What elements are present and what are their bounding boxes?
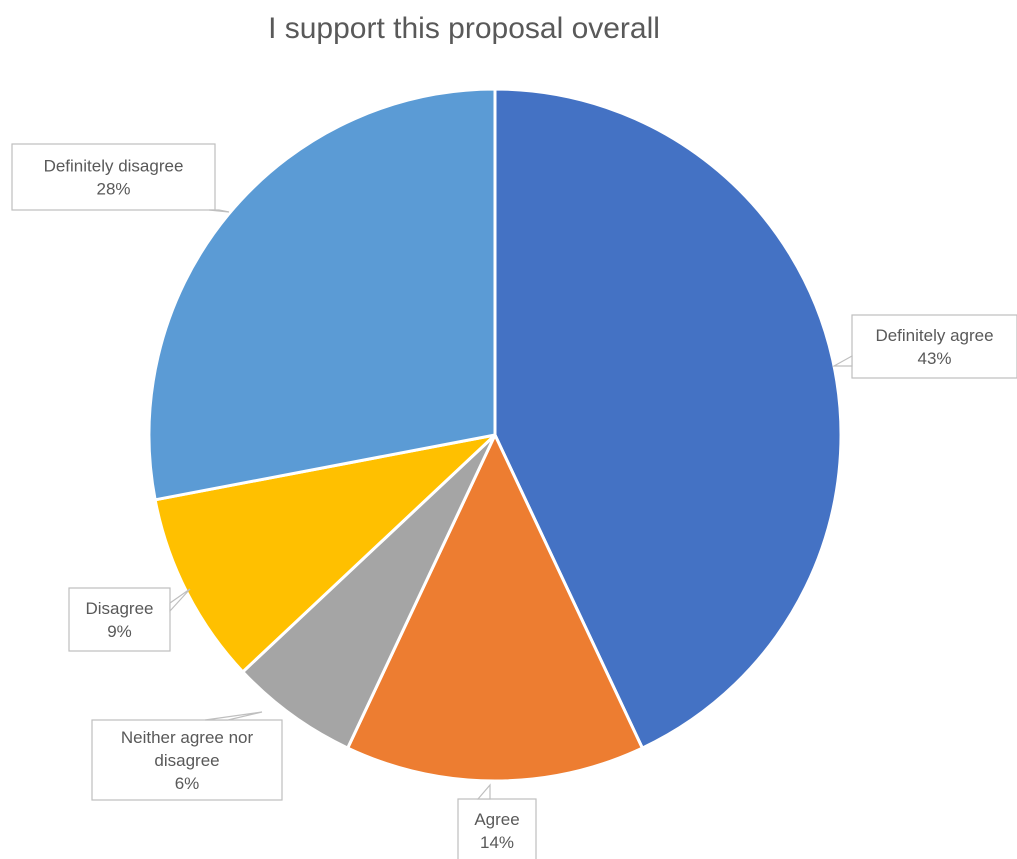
data-label-pointer <box>831 354 853 367</box>
data-labels: Definitely agree 43% Agree 14% Neither agree… <box>11 143 1017 859</box>
data-label-box <box>91 719 283 801</box>
data-label-pointer <box>169 588 191 613</box>
data-label-value: 28% <box>96 180 130 199</box>
data-label-value: 14% <box>480 833 514 852</box>
data-label-value: 9% <box>107 622 132 641</box>
pie-slice-definitely-disagree <box>147 87 497 502</box>
pie-slice-definitely-agree <box>493 87 843 750</box>
data-label-box <box>457 798 537 859</box>
chart-title: I support this proposal overall <box>268 12 660 45</box>
data-label-category: Disagree <box>85 599 153 618</box>
data-label-box <box>11 143 216 211</box>
data-label-category: Neither agree nor <box>121 728 254 747</box>
data-label-category: Definitely disagree <box>44 157 184 176</box>
data-label-value: 6% <box>175 774 200 793</box>
data-label-box <box>851 314 1017 379</box>
data-label-pointer <box>204 711 263 721</box>
pie-slice-agree <box>346 433 644 783</box>
data-label: Agree 14% <box>457 783 537 859</box>
data-label-category: disagree <box>154 751 219 770</box>
data-label-pointer <box>476 783 491 800</box>
data-label: Neither agree nor disagree 6% <box>91 711 283 801</box>
data-label-box <box>68 587 171 652</box>
data-label: Disagree 9% <box>68 587 191 652</box>
data-label-pointer <box>208 209 230 213</box>
data-label-value: 43% <box>917 349 951 368</box>
data-label: Definitely disagree 28% <box>11 143 230 213</box>
pie-slices <box>147 87 843 783</box>
data-label-category: Agree <box>474 810 519 829</box>
data-label: Definitely agree 43% <box>831 314 1017 379</box>
pie-slice-neither-agree-nor-disagree <box>241 433 497 750</box>
data-label-category: Definitely agree <box>875 326 993 345</box>
